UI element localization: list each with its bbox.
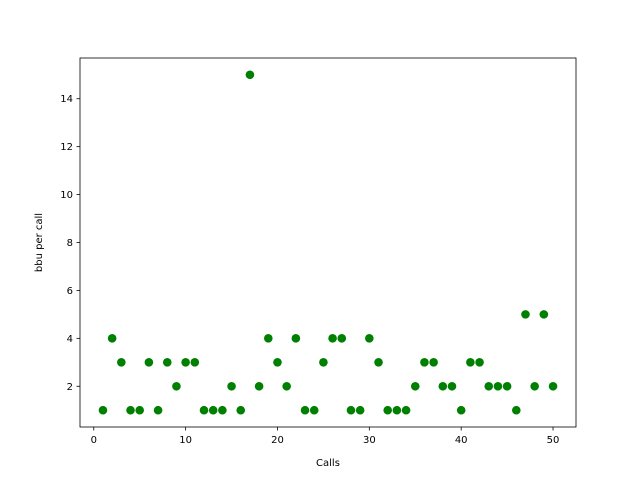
data-point (300, 405, 310, 415)
data-point (401, 405, 411, 415)
data-point (493, 381, 503, 391)
data-point (181, 358, 190, 367)
data-point (273, 358, 282, 367)
data-point (392, 405, 402, 415)
data-point (319, 358, 328, 367)
y-tick-label: 2 (67, 382, 73, 393)
y-tick-label: 10 (60, 190, 73, 201)
y-tick-label: 4 (67, 334, 73, 345)
data-point (245, 70, 255, 80)
data-point (484, 381, 494, 391)
x-axis-ticks: 0 10 20 30 40 50 (91, 427, 560, 446)
data-point (328, 334, 337, 343)
data-point (264, 334, 273, 343)
data-point (502, 381, 512, 391)
data-point (512, 405, 521, 415)
data-point (466, 358, 475, 367)
data-point (355, 405, 365, 415)
data-point (475, 358, 484, 367)
data-point (530, 381, 539, 391)
data-point (456, 405, 466, 415)
y-axis-ticks: 2 4 6 8 10 12 14 (60, 94, 80, 393)
data-point (410, 381, 420, 391)
data-point (282, 381, 291, 391)
data-point (190, 358, 200, 367)
x-tick-label: 20 (271, 435, 284, 446)
data-point (365, 334, 374, 343)
data-point (153, 405, 163, 415)
data-point (126, 405, 135, 415)
data-point (254, 381, 264, 391)
data-point (346, 405, 356, 415)
x-tick-label: 0 (91, 435, 97, 446)
data-points (98, 70, 558, 415)
data-point (420, 358, 429, 367)
data-point (117, 358, 126, 367)
data-point (199, 405, 209, 415)
data-point (548, 381, 558, 391)
data-point (172, 381, 181, 391)
x-tick-label: 30 (363, 435, 376, 446)
y-tick-label: 8 (67, 238, 73, 249)
data-point (521, 310, 530, 319)
y-axis-label: bbu per call (34, 213, 45, 272)
data-point (429, 358, 438, 367)
x-axis-label: Calls (316, 458, 340, 469)
data-point (447, 381, 457, 391)
data-point (162, 358, 172, 367)
data-point (383, 405, 393, 415)
data-point (374, 358, 383, 367)
data-point (144, 358, 154, 367)
data-point (227, 381, 236, 391)
x-tick-label: 50 (547, 435, 560, 446)
data-point (291, 334, 301, 343)
y-tick-label: 6 (67, 286, 73, 297)
x-tick-label: 40 (455, 435, 468, 446)
data-point (309, 405, 319, 415)
data-point (135, 405, 144, 415)
data-point (337, 334, 347, 343)
data-point (208, 405, 218, 415)
x-tick-label: 10 (179, 435, 192, 446)
data-point (218, 405, 227, 415)
data-point (539, 310, 549, 319)
data-point (107, 334, 117, 343)
data-point (236, 405, 246, 415)
y-tick-label: 12 (60, 142, 73, 153)
data-point (438, 381, 448, 391)
y-tick-label: 14 (60, 94, 73, 105)
data-point (98, 405, 108, 415)
